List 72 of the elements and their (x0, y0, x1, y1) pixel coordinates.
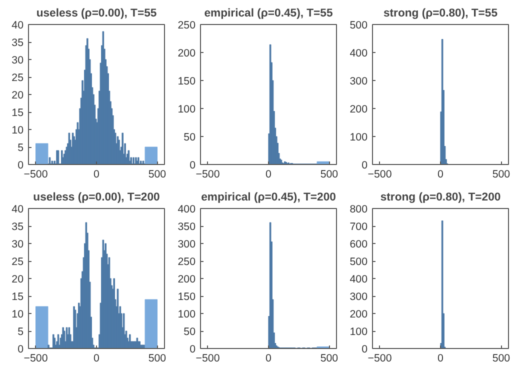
chart-title: strong (ρ=0.80), T=55 (383, 8, 498, 20)
x-tick-label: 0 (438, 352, 444, 364)
chart-title: strong (ρ=0.80), T=200 (380, 192, 501, 204)
x-tick-label: −500 (24, 352, 48, 364)
y-tick-label: 200 (178, 48, 196, 60)
x-tick-label: 0 (94, 352, 100, 364)
y-tick-label: 350 (178, 221, 196, 233)
y-tick-label: 100 (350, 326, 368, 338)
y-tick-label: 100 (178, 308, 196, 320)
y-tick-label: 20 (12, 274, 24, 286)
y-tick-label: 300 (350, 76, 368, 88)
x-tick-label: −500 (368, 168, 392, 180)
y-tick-label: 50 (184, 326, 196, 338)
x-tick-label: 500 (492, 352, 510, 364)
y-tick-label: 300 (350, 291, 368, 303)
y-tick-label: 600 (350, 238, 368, 250)
y-tick-label: 500 (350, 20, 368, 32)
chart-title: useless (ρ=0.00), T=200 (33, 192, 160, 204)
y-tick-label: 300 (178, 238, 196, 250)
y-tick-label: 35 (12, 221, 24, 233)
y-tick-label: 100 (178, 104, 196, 116)
y-tick-label: 35 (12, 37, 24, 49)
y-tick-label: 50 (184, 132, 196, 144)
x-tick-label: −500 (196, 352, 220, 364)
y-tick-label: 30 (12, 238, 24, 250)
x-tick-label: −500 (24, 168, 48, 180)
y-tick-label: 700 (350, 221, 368, 233)
y-tick-label: 5 (18, 326, 24, 338)
y-tick-label: 40 (12, 204, 24, 216)
x-tick-label: 500 (320, 352, 338, 364)
y-tick-label: 0 (190, 344, 196, 356)
y-tick-label: 800 (350, 204, 368, 216)
y-tick-label: 10 (12, 124, 24, 136)
y-tick-label: 200 (178, 274, 196, 286)
y-tick-label: 150 (178, 76, 196, 88)
y-tick-label: 0 (362, 344, 368, 356)
y-tick-label: 0 (190, 160, 196, 172)
y-tick-label: 250 (178, 20, 196, 32)
x-tick-label: 500 (148, 168, 166, 180)
x-tick-label: 0 (94, 168, 100, 180)
y-tick-label: 400 (178, 204, 196, 216)
y-tick-label: 15 (12, 107, 24, 119)
y-tick-label: 20 (12, 90, 24, 102)
y-tick-label: 400 (350, 48, 368, 60)
y-tick-label: 200 (350, 104, 368, 116)
y-tick-label: 40 (12, 20, 24, 32)
y-tick-label: 100 (350, 132, 368, 144)
y-tick-label: 400 (350, 274, 368, 286)
x-tick-label: 500 (320, 168, 338, 180)
y-tick-label: 0 (18, 160, 24, 172)
x-tick-label: 500 (492, 168, 510, 180)
y-tick-label: 0 (18, 344, 24, 356)
y-tick-label: 500 (350, 256, 368, 268)
y-tick-label: 25 (12, 72, 24, 84)
x-tick-label: 0 (266, 352, 272, 364)
y-tick-label: 30 (12, 54, 24, 66)
x-tick-label: 0 (438, 168, 444, 180)
x-tick-label: −500 (368, 352, 392, 364)
y-tick-label: 10 (12, 308, 24, 320)
y-tick-label: 15 (12, 291, 24, 303)
y-tick-label: 5 (18, 142, 24, 154)
chart-title: empirical (ρ=0.45), T=200 (201, 192, 336, 204)
chart-title: empirical (ρ=0.45), T=55 (204, 8, 333, 20)
y-tick-label: 250 (178, 256, 196, 268)
chart-title: useless (ρ=0.00), T=55 (36, 8, 157, 20)
y-tick-label: 200 (350, 308, 368, 320)
y-tick-label: 150 (178, 291, 196, 303)
y-tick-label: 25 (12, 256, 24, 268)
y-tick-label: 0 (362, 160, 368, 172)
x-tick-label: 0 (266, 168, 272, 180)
x-tick-label: 500 (148, 352, 166, 364)
x-tick-label: −500 (196, 168, 220, 180)
